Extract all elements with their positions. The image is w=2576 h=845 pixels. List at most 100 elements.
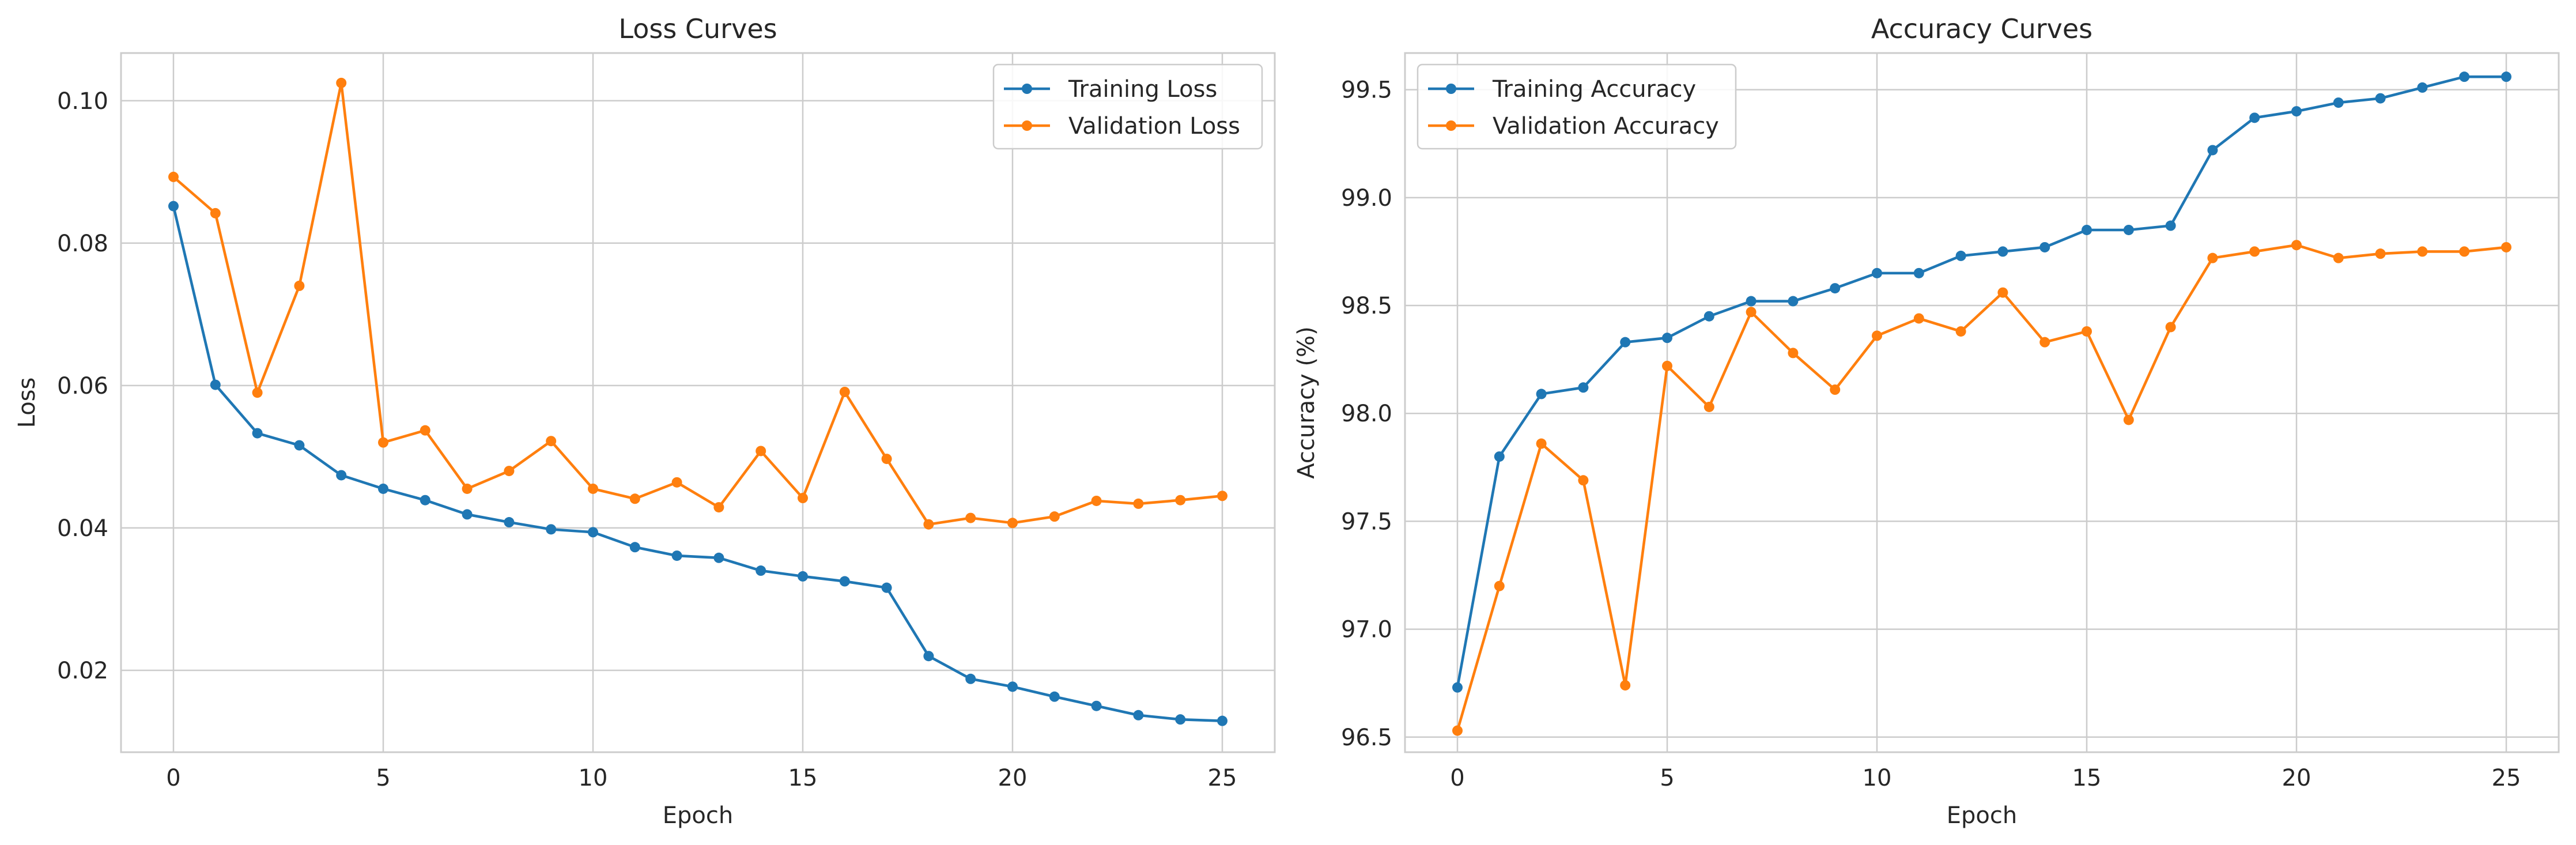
loss-data-point bbox=[756, 565, 766, 576]
accuracy-data-point bbox=[2417, 82, 2428, 93]
loss-x-tick-label: 10 bbox=[579, 765, 608, 791]
loss-data-point bbox=[504, 517, 515, 528]
accuracy-data-point bbox=[1662, 360, 1672, 371]
accuracy-x-tick-label: 25 bbox=[2492, 765, 2521, 791]
loss-data-point bbox=[1007, 681, 1018, 692]
accuracy-data-point bbox=[1997, 246, 2008, 257]
loss-y-tick-label: 0.02 bbox=[57, 658, 108, 684]
loss-data-point bbox=[629, 542, 640, 553]
loss-data-point bbox=[1217, 715, 1227, 726]
accuracy-x-tick-label: 10 bbox=[1863, 765, 1892, 791]
accuracy-series-line bbox=[1456, 75, 2506, 688]
loss-y-tick-label: 0.08 bbox=[57, 231, 108, 257]
accuracy-data-point bbox=[2333, 252, 2344, 263]
loss-data-point bbox=[588, 483, 598, 494]
accuracy-data-point bbox=[1872, 267, 1882, 278]
loss-chart-title: Loss Curves bbox=[618, 13, 777, 44]
loss-data-point bbox=[168, 171, 179, 182]
loss-data-point bbox=[1133, 498, 1144, 509]
loss-data-point bbox=[713, 552, 724, 563]
loss-data-point bbox=[504, 466, 515, 477]
loss-data-point bbox=[1175, 714, 1186, 725]
loss-data-point bbox=[378, 437, 388, 448]
accuracy-data-point bbox=[2291, 240, 2302, 251]
accuracy-x-tick-label: 15 bbox=[2072, 765, 2102, 791]
accuracy-data-point bbox=[2501, 71, 2511, 82]
loss-data-point bbox=[252, 428, 263, 439]
accuracy-data-point bbox=[1452, 725, 1463, 736]
accuracy-data-point bbox=[2039, 337, 2050, 348]
accuracy-plot-frame bbox=[1404, 52, 2560, 753]
accuracy-data-point bbox=[2375, 93, 2386, 104]
loss-x-tick-label: 0 bbox=[166, 765, 180, 791]
accuracy-data-point bbox=[1913, 267, 1924, 278]
loss-data-point bbox=[168, 201, 179, 212]
accuracy-data-point bbox=[2375, 248, 2386, 259]
accuracy-data-point bbox=[1494, 580, 1505, 591]
loss-data-point bbox=[965, 512, 976, 523]
accuracy-y-tick-label: 99.0 bbox=[1341, 185, 1392, 212]
loss-x-tick-label: 5 bbox=[376, 765, 390, 791]
loss-legend-label: Training Loss bbox=[1068, 76, 1217, 103]
loss-data-point bbox=[923, 651, 934, 662]
loss-x-tick-label: 20 bbox=[998, 765, 1028, 791]
loss-data-point bbox=[671, 477, 682, 488]
accuracy-data-point bbox=[1704, 311, 1714, 322]
accuracy-data-point bbox=[1955, 250, 1966, 261]
loss-data-point bbox=[923, 519, 934, 530]
loss-x-axis-label: Epoch bbox=[663, 802, 733, 829]
loss-data-point bbox=[336, 470, 347, 481]
accuracy-series-training bbox=[1452, 71, 2511, 693]
loss-legend: Training Loss Validation Loss bbox=[992, 63, 1263, 150]
accuracy-data-point bbox=[1662, 333, 1672, 344]
loss-data-point bbox=[881, 582, 892, 593]
accuracy-data-point bbox=[2249, 246, 2260, 257]
accuracy-y-tick-label: 99.5 bbox=[1341, 77, 1392, 104]
accuracy-data-point bbox=[1788, 348, 1799, 359]
accuracy-legend-marker bbox=[1446, 84, 1456, 94]
accuracy-data-point bbox=[1830, 384, 1841, 395]
loss-legend-box bbox=[992, 63, 1263, 150]
accuracy-data-point bbox=[1788, 296, 1799, 307]
accuracy-data-point bbox=[1620, 680, 1631, 691]
accuracy-chart-title: Accuracy Curves bbox=[1871, 13, 2092, 44]
accuracy-data-point bbox=[2165, 220, 2176, 231]
accuracy-y-tick-label: 98.0 bbox=[1341, 401, 1392, 427]
accuracy-data-point bbox=[2207, 252, 2218, 263]
loss-data-point bbox=[756, 446, 766, 457]
loss-data-point bbox=[462, 509, 473, 520]
accuracy-series-line bbox=[1456, 243, 2507, 731]
accuracy-data-point bbox=[1746, 296, 1757, 307]
accuracy-data-point bbox=[1830, 283, 1841, 294]
accuracy-data-point bbox=[1536, 438, 1547, 449]
accuracy-data-point bbox=[1578, 382, 1589, 393]
loss-y-axis-label: Loss bbox=[14, 378, 40, 428]
accuracy-data-point bbox=[1452, 682, 1463, 693]
accuracy-data-point bbox=[2123, 414, 2134, 425]
loss-data-point bbox=[336, 77, 347, 88]
loss-data-point bbox=[210, 379, 221, 390]
accuracy-data-point bbox=[2082, 326, 2092, 337]
loss-legend-label: Validation Loss bbox=[1068, 113, 1240, 139]
loss-data-point bbox=[671, 550, 682, 561]
accuracy-data-point bbox=[2039, 242, 2050, 252]
loss-series-line bbox=[172, 81, 1223, 526]
accuracy-data-point bbox=[1620, 337, 1631, 348]
loss-series-validation bbox=[168, 77, 1227, 530]
accuracy-chart-panel: 0 5 10 15 20 25 96.5 97.0 97.5 98.0 98.5 99.0 99.5 Ac… bbox=[1293, 13, 2560, 829]
accuracy-data-point bbox=[2459, 71, 2470, 82]
accuracy-data-point bbox=[2207, 145, 2218, 156]
accuracy-y-tick-label: 98.5 bbox=[1341, 293, 1392, 319]
loss-data-point bbox=[294, 440, 305, 451]
accuracy-y-tick-label: 97.5 bbox=[1341, 508, 1392, 535]
accuracy-x-tick-label: 5 bbox=[1660, 765, 1674, 791]
loss-data-point bbox=[629, 493, 640, 504]
loss-data-point bbox=[713, 502, 724, 513]
loss-data-point bbox=[1175, 495, 1186, 506]
accuracy-y-axis-label: Accuracy (%) bbox=[1293, 326, 1320, 479]
accuracy-x-tick-label: 0 bbox=[1450, 765, 1464, 791]
loss-data-point bbox=[1049, 511, 1060, 522]
accuracy-legend: Training Accuracy Validation Accuracy bbox=[1417, 63, 1737, 150]
